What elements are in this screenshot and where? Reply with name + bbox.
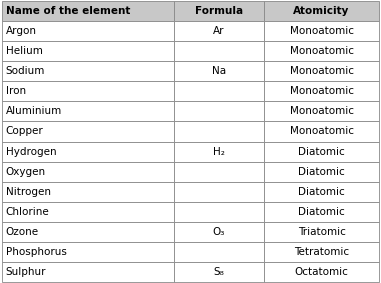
Text: Na: Na xyxy=(212,67,226,76)
Bar xyxy=(2,242,173,261)
Text: Monoatomic: Monoatomic xyxy=(290,67,354,76)
Text: Atomicity: Atomicity xyxy=(293,7,350,16)
Bar xyxy=(173,201,264,222)
Text: Diatomic: Diatomic xyxy=(298,147,345,156)
Text: Name of the element: Name of the element xyxy=(6,7,130,16)
Text: Formula: Formula xyxy=(195,7,243,16)
Text: Diatomic: Diatomic xyxy=(298,166,345,177)
Bar xyxy=(2,222,173,242)
Bar xyxy=(173,181,264,201)
Bar xyxy=(2,82,173,102)
Bar xyxy=(264,82,379,102)
Bar xyxy=(2,261,173,282)
Bar xyxy=(264,162,379,181)
Text: Ar: Ar xyxy=(213,26,224,37)
Bar xyxy=(173,261,264,282)
Bar xyxy=(2,142,173,162)
Bar xyxy=(2,61,173,82)
Text: Tetratomic: Tetratomic xyxy=(294,246,349,257)
Text: Triatomic: Triatomic xyxy=(298,227,346,237)
Bar xyxy=(2,102,173,121)
Text: Monoatomic: Monoatomic xyxy=(290,26,354,37)
Bar xyxy=(264,261,379,282)
Bar xyxy=(173,1,264,22)
Bar xyxy=(173,22,264,41)
Bar xyxy=(264,102,379,121)
Text: Monoatomic: Monoatomic xyxy=(290,87,354,97)
Bar xyxy=(264,22,379,41)
Bar xyxy=(173,41,264,61)
Text: Monoatomic: Monoatomic xyxy=(290,46,354,56)
Text: Nitrogen: Nitrogen xyxy=(6,186,51,196)
Bar xyxy=(173,142,264,162)
Bar xyxy=(173,222,264,242)
Bar xyxy=(264,242,379,261)
Text: S₈: S₈ xyxy=(213,267,224,276)
Text: Argon: Argon xyxy=(6,26,37,37)
Text: Copper: Copper xyxy=(6,127,43,136)
Bar xyxy=(2,22,173,41)
Text: Chlorine: Chlorine xyxy=(6,207,50,216)
Text: Monoatomic: Monoatomic xyxy=(290,106,354,117)
Text: Octatomic: Octatomic xyxy=(295,267,349,276)
Text: Iron: Iron xyxy=(6,87,26,97)
Text: Aluminium: Aluminium xyxy=(6,106,62,117)
Text: Phosphorus: Phosphorus xyxy=(6,246,67,257)
Bar xyxy=(173,162,264,181)
Bar xyxy=(264,1,379,22)
Text: Hydrogen: Hydrogen xyxy=(6,147,56,156)
Bar xyxy=(264,121,379,142)
Bar xyxy=(264,61,379,82)
Text: Diatomic: Diatomic xyxy=(298,186,345,196)
Bar xyxy=(264,142,379,162)
Text: Helium: Helium xyxy=(6,46,43,56)
Bar xyxy=(264,201,379,222)
Bar xyxy=(173,61,264,82)
Bar xyxy=(2,1,173,22)
Text: O₃: O₃ xyxy=(213,227,225,237)
Text: Sodium: Sodium xyxy=(6,67,45,76)
Bar xyxy=(2,41,173,61)
Bar xyxy=(2,121,173,142)
Bar xyxy=(2,201,173,222)
Bar xyxy=(173,121,264,142)
Text: Diatomic: Diatomic xyxy=(298,207,345,216)
Bar xyxy=(264,222,379,242)
Bar xyxy=(264,181,379,201)
Bar xyxy=(2,181,173,201)
Bar xyxy=(2,162,173,181)
Bar xyxy=(173,82,264,102)
Bar xyxy=(173,242,264,261)
Text: Ozone: Ozone xyxy=(6,227,39,237)
Text: H₂: H₂ xyxy=(213,147,225,156)
Text: Oxygen: Oxygen xyxy=(6,166,46,177)
Bar xyxy=(173,102,264,121)
Text: Sulphur: Sulphur xyxy=(6,267,46,276)
Text: Monoatomic: Monoatomic xyxy=(290,127,354,136)
Bar xyxy=(264,41,379,61)
